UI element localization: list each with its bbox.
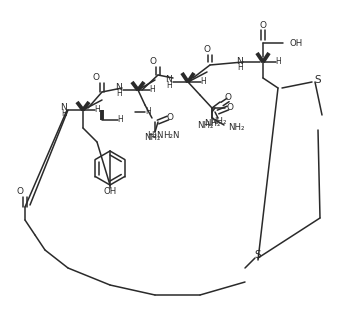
Text: O: O — [226, 104, 234, 113]
Text: NH₂: NH₂ — [210, 117, 226, 126]
Text: NH₂: NH₂ — [204, 119, 220, 128]
Text: NH₂: NH₂ — [228, 123, 245, 133]
Text: H: H — [61, 109, 67, 117]
Text: NH₂: NH₂ — [144, 134, 160, 143]
Text: N: N — [115, 83, 122, 92]
Text: O: O — [149, 57, 157, 67]
Text: O: O — [92, 74, 100, 82]
Text: H: H — [94, 106, 100, 115]
Text: O: O — [167, 114, 173, 122]
Text: O: O — [203, 46, 210, 54]
Text: O: O — [16, 187, 24, 196]
Text: H₂N: H₂N — [147, 130, 163, 140]
Text: S: S — [315, 75, 321, 85]
Text: H: H — [116, 88, 122, 97]
Text: OH: OH — [290, 39, 303, 48]
Text: H: H — [275, 57, 281, 67]
Text: N: N — [60, 104, 67, 113]
Text: N: N — [165, 76, 172, 84]
Text: H: H — [200, 78, 206, 86]
Text: NH₂: NH₂ — [197, 120, 213, 129]
Text: H: H — [166, 81, 172, 89]
Text: S: S — [255, 250, 261, 260]
Text: H₂N: H₂N — [163, 131, 180, 141]
Text: H: H — [237, 62, 243, 72]
Text: O: O — [224, 93, 232, 103]
Text: N: N — [236, 57, 243, 67]
Text: H: H — [149, 85, 155, 94]
Text: H: H — [145, 108, 151, 116]
Text: OH: OH — [103, 187, 117, 196]
Text: H: H — [117, 115, 123, 124]
Text: O: O — [260, 20, 266, 29]
